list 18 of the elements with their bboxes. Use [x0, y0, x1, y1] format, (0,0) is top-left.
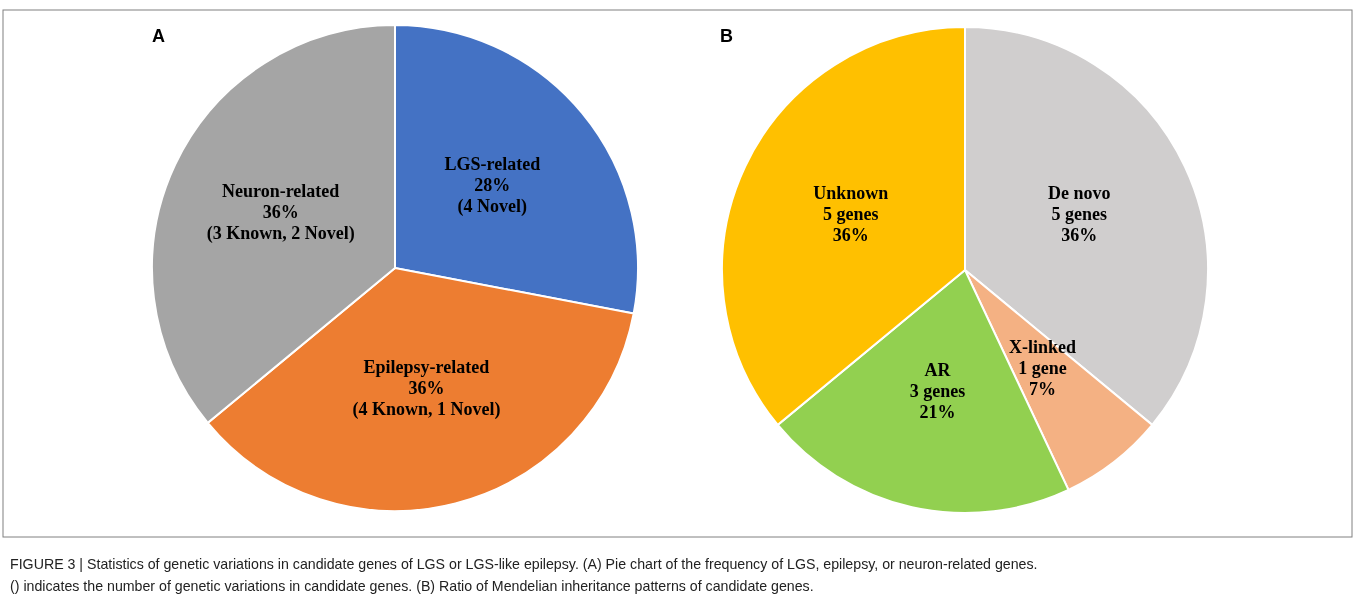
data-label: 3 genes 21% [909, 381, 966, 423]
slice-label: X-linked [1008, 336, 1076, 357]
slice-label: Unknown [813, 183, 889, 204]
chart-title: B [720, 26, 733, 46]
data-label: 28% (4 Novel) [457, 175, 528, 218]
slice-label: Epilepsy-related [363, 357, 490, 378]
data-label: 5 genes 36% [822, 204, 879, 246]
slice-label: Neuron-related [222, 181, 340, 202]
chart-title: A [152, 26, 165, 46]
slice-label: De novo [1048, 183, 1111, 204]
data-label: 1 gene 7% [1018, 357, 1067, 399]
data-label: 36% (3 Known, 2 Novel) [206, 202, 355, 245]
slice-label: AR [924, 360, 952, 381]
data-label: 36% (4 Known, 1 Novel) [352, 378, 501, 421]
slice-label: LGS-related [444, 154, 541, 175]
text: () indicates the number of genetic variations in candidate genes. (B) Ratio of Mendelian inheritance patterns of candidate genes. [10, 578, 814, 594]
caption: FIGURE 3 | Statistics of genetic variations in candidate genes of LGS or LGS-like epilepsy. (A) Pie chart of the frequency of LGS, epilepsy, or neuron-related genes. [10, 556, 1038, 572]
data-label: 5 genes 36% [1051, 204, 1108, 246]
